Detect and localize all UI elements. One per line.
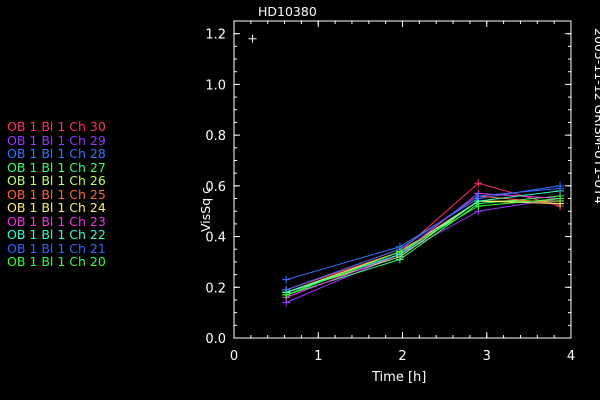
legend: OB 1 Bl 1 Ch 30 OB 1 Bl 1 Ch 29 OB 1 Bl 1 … — [7, 120, 106, 269]
data-point — [474, 179, 483, 188]
series-line — [286, 198, 561, 296]
legend-item: OB 1 Bl 1 Ch 21 — [7, 240, 106, 256]
data-point — [474, 202, 483, 211]
y-tick-label: 0.4 — [205, 231, 226, 246]
series-line — [286, 187, 561, 291]
x-tick-label: 4 — [567, 349, 575, 364]
data-point — [282, 275, 291, 284]
data-point — [395, 247, 404, 256]
y-tick-label: 0.0 — [205, 332, 226, 347]
data-point — [556, 184, 565, 193]
legend-item: OB 1 Bl 1 Ch 20 — [7, 254, 106, 269]
data-point — [556, 194, 565, 203]
plot-frame — [233, 20, 572, 339]
y-tick-label: 0.8 — [205, 129, 226, 144]
legend-item: OB 1 Bl 1 Ch 24 — [7, 200, 106, 215]
legend-item: OB 1 Bl 1 Ch 25 — [7, 186, 106, 202]
x-tick-label: 3 — [483, 349, 491, 364]
y-tick-label: 0.2 — [205, 281, 226, 296]
x-tick-label: 1 — [314, 349, 322, 364]
legend-item: OB 1 Bl 1 Ch 23 — [7, 213, 106, 229]
x-tick-label: 0 — [230, 349, 238, 364]
legend-item: OB 1 Bl 1 Ch 22 — [7, 227, 106, 242]
y-tick-label: 0.6 — [205, 180, 226, 195]
observation-label: 2005-11-12 GRISM-UT1-UT4 — [592, 28, 600, 204]
series-line — [286, 182, 561, 291]
legend-item: OB 1 Bl 1 Ch 27 — [7, 159, 106, 175]
y-axis-label: VisSq c — [198, 187, 213, 232]
legend-item: OB 1 Bl 1 Ch 28 — [7, 146, 106, 161]
legend-item: OB 1 Bl 1 Ch 30 — [7, 119, 106, 134]
series-line — [286, 192, 561, 298]
y-tick-label: 1.0 — [205, 78, 226, 93]
legend-item: OB 1 Bl 1 Ch 29 — [7, 132, 106, 148]
y-tick-label: 1.2 — [205, 28, 226, 43]
series-line — [286, 198, 561, 303]
x-axis-label: Time [h] — [372, 370, 427, 385]
outlier-point — [248, 34, 257, 43]
data-point — [282, 290, 291, 299]
legend-item: OB 1 Bl 1 Ch 26 — [7, 173, 106, 188]
x-tick-label: 2 — [398, 349, 406, 364]
data-point — [474, 191, 483, 200]
chart-title: HD10380 — [258, 4, 317, 19]
